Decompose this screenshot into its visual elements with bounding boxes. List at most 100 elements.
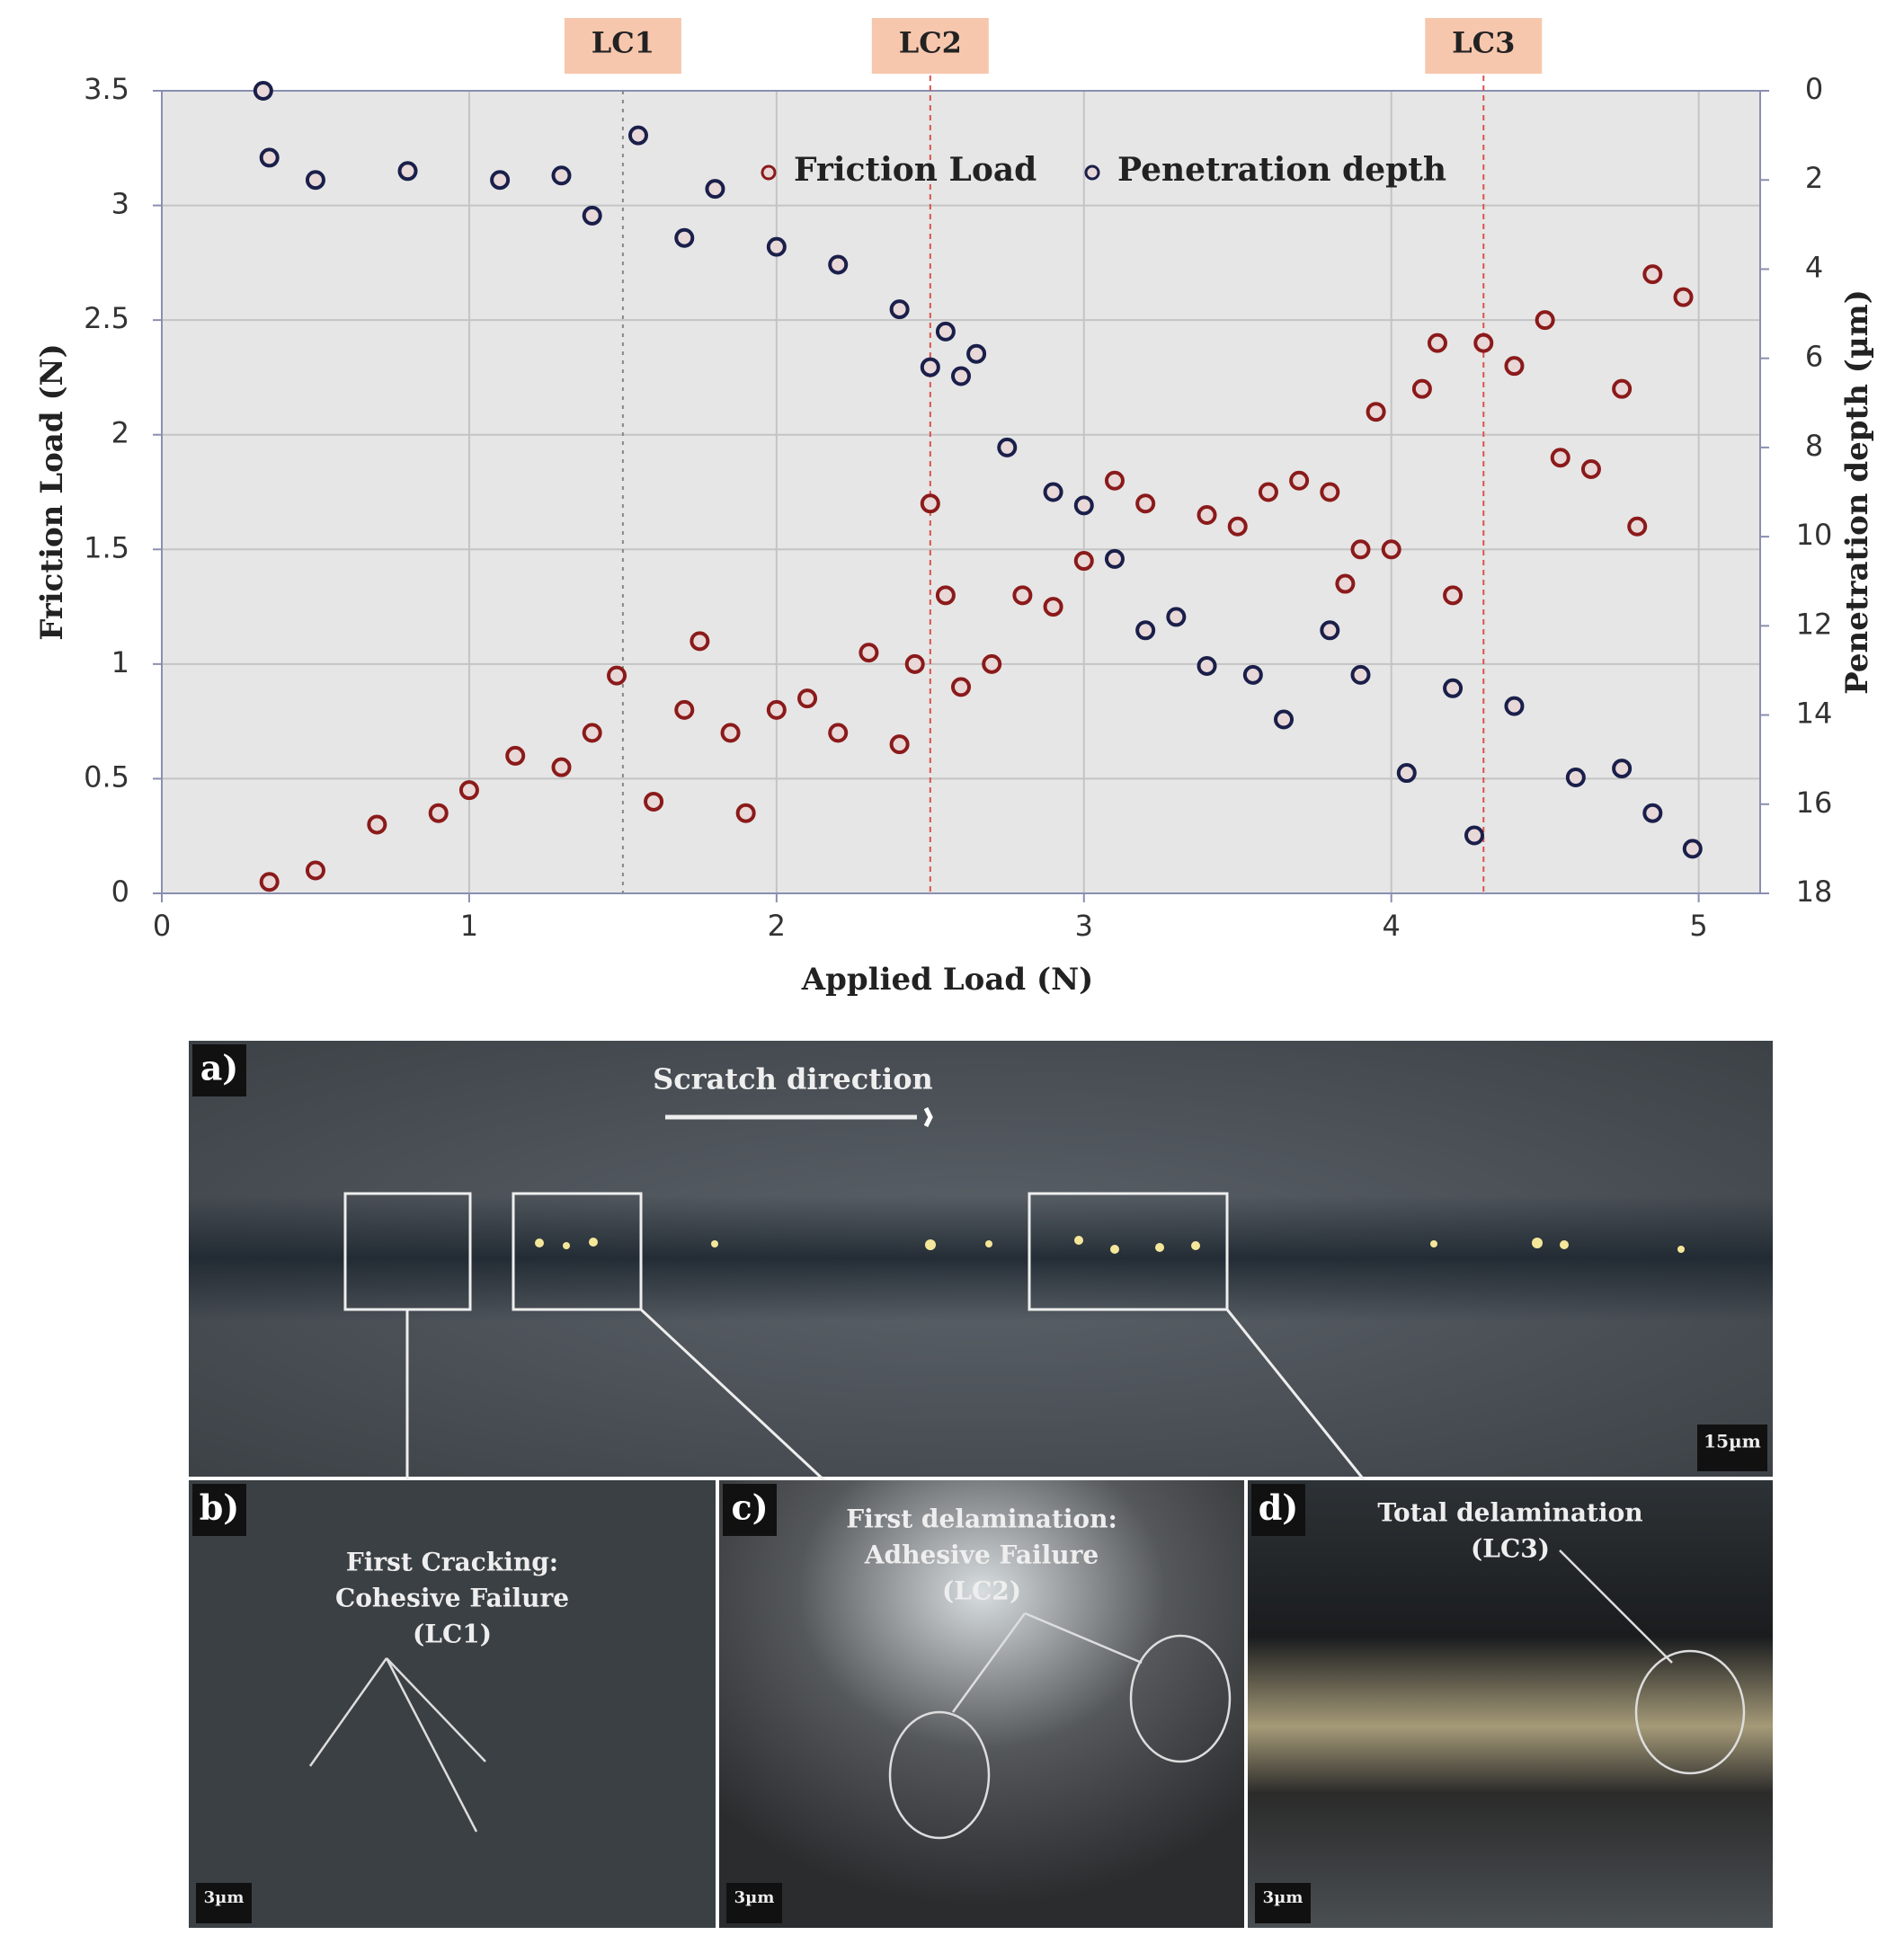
x-tick-label: 4 <box>1383 909 1401 943</box>
data-point <box>828 723 849 743</box>
data-point <box>951 366 971 386</box>
annotation-text: Total delamination <box>1377 1498 1642 1528</box>
data-point <box>966 343 987 364</box>
data-point <box>766 236 787 257</box>
scale-bg <box>726 1883 782 1923</box>
data-point <box>1612 759 1633 779</box>
x-axis-label: Applied Load (N) <box>801 962 1093 998</box>
scale-bg <box>196 1883 252 1923</box>
y2-tick-label: 4 <box>1805 250 1823 284</box>
debris <box>535 1236 1685 1254</box>
annotation-label: LC2 <box>899 26 962 60</box>
legend-label: Penetration depth <box>1117 151 1446 189</box>
y2-tick-label: 2 <box>1805 161 1823 195</box>
data-point <box>1320 482 1340 502</box>
data-point <box>1642 803 1663 823</box>
tag-bg <box>192 1484 246 1536</box>
data-point <box>1673 287 1694 307</box>
data-point <box>1320 620 1340 641</box>
annotation-text: First Cracking: <box>346 1548 558 1577</box>
data-point <box>259 147 280 168</box>
legend-label: Friction Load <box>794 151 1037 189</box>
data-point <box>259 872 280 892</box>
panel-c-image <box>719 1480 1244 1928</box>
annotation-text: (LC2) <box>942 1576 1021 1606</box>
annotation-text: (LC3) <box>1471 1534 1550 1564</box>
data-point <box>1073 495 1094 516</box>
legend-marker <box>761 164 777 181</box>
legend-marker <box>1084 164 1100 181</box>
x-tick-label: 2 <box>768 909 786 943</box>
data-point <box>1350 664 1371 685</box>
y2-tick-label: 10 <box>1796 518 1833 552</box>
data-point <box>766 699 787 720</box>
data-point <box>674 227 695 248</box>
zoom-boxes <box>343 1114 1368 1485</box>
data-point <box>1043 482 1063 502</box>
chart: 0 1 2 3 4 500.511.522.533.5 024681012141618App… <box>34 18 1875 998</box>
annotation-text: Cohesive Failure <box>335 1584 569 1613</box>
annotation-label: LC1 <box>592 26 654 60</box>
y2-tick-label: 14 <box>1796 697 1833 731</box>
panel-b-image <box>189 1480 716 1928</box>
data-point <box>889 299 910 320</box>
data-point <box>1504 356 1525 377</box>
data-point <box>1427 333 1447 353</box>
data-point <box>797 688 818 709</box>
data-point <box>1197 655 1217 676</box>
data-point <box>1043 597 1063 617</box>
direction-arrow <box>923 1106 933 1128</box>
y2-tick-label: 0 <box>1805 72 1823 106</box>
data-point <box>428 803 449 823</box>
data-point <box>1565 768 1586 788</box>
data-point <box>490 170 511 191</box>
annotation-text: (LC1) <box>413 1620 492 1649</box>
data-point <box>1104 470 1125 491</box>
scale-label: 3µm <box>1263 1888 1303 1907</box>
direction-label: Scratch direction <box>653 1062 933 1096</box>
data-point <box>551 165 572 186</box>
y-tick-label: 3.5 <box>84 72 129 106</box>
x-tick-label: 3 <box>1075 909 1093 943</box>
y2-tick-label: 16 <box>1796 786 1833 820</box>
data-point <box>1627 516 1648 537</box>
y-tick-label: 0.5 <box>84 759 129 794</box>
data-point <box>627 125 648 146</box>
tag-bg <box>1251 1484 1305 1536</box>
data-point <box>397 161 418 182</box>
data-point <box>1242 664 1263 685</box>
data-point <box>935 321 956 342</box>
data-point <box>1443 678 1464 698</box>
panel-tag: c) <box>731 1487 768 1528</box>
data-point <box>582 723 602 743</box>
y-tick-label: 3 <box>111 187 129 221</box>
data-point <box>367 814 387 835</box>
annotation-text: First delamination: <box>846 1505 1117 1534</box>
data-point <box>935 585 956 606</box>
scratch-track <box>189 1195 1773 1321</box>
annotation-box <box>564 18 681 74</box>
data-point <box>305 170 325 191</box>
scale-bg <box>1697 1425 1767 1471</box>
data-point <box>920 357 940 377</box>
data-point <box>1350 539 1371 560</box>
micrographs: a) Scratch direction 15µm b) c) d) 3µm 3… <box>189 1041 1773 1928</box>
data-point <box>1612 378 1633 399</box>
data-point <box>644 791 664 812</box>
data-point <box>582 205 602 226</box>
x-tick-label: 1 <box>460 909 478 943</box>
data-point <box>607 665 627 686</box>
y-tick-label: 2 <box>111 416 129 450</box>
data-point <box>690 631 710 652</box>
data-point <box>889 734 910 755</box>
panel-tag: b) <box>200 1487 240 1528</box>
data-point <box>1443 585 1464 606</box>
y-tick-label: 2.5 <box>84 301 129 335</box>
y-tick-label: 1 <box>111 645 129 679</box>
data-point <box>904 653 925 674</box>
data-point <box>1535 310 1555 331</box>
y2-axis-label: Penetration depth (µm) <box>1839 289 1875 695</box>
data-point <box>1381 539 1401 560</box>
data-point <box>551 757 572 777</box>
data-point <box>828 254 849 275</box>
